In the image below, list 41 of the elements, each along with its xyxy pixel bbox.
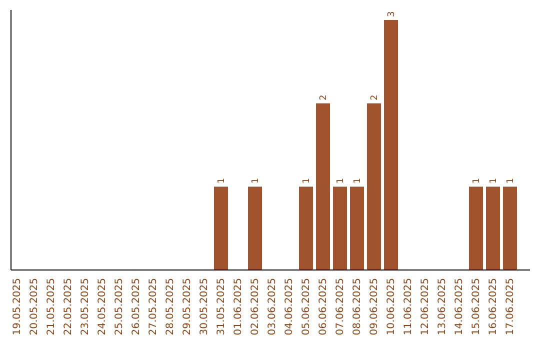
x-tick-label: 04.06.2025 xyxy=(284,278,295,336)
x-tick-label: 10.06.2025 xyxy=(386,278,397,336)
data-label: 1 xyxy=(302,178,312,184)
data-label: 1 xyxy=(472,178,482,184)
x-tick-label: 05.06.2025 xyxy=(301,278,312,336)
x-tick-label: 24.05.2025 xyxy=(97,278,108,336)
data-label: 3 xyxy=(387,11,397,17)
x-tick-label: 03.06.2025 xyxy=(267,278,278,336)
x-tick-label: 19.05.2025 xyxy=(12,278,23,336)
x-tick-label: 26.05.2025 xyxy=(131,278,142,336)
x-tick-label: 02.06.2025 xyxy=(250,278,261,336)
x-tick-label: 16.06.2025 xyxy=(488,278,499,336)
data-label: 1 xyxy=(251,178,261,184)
x-tick-label: 28.05.2025 xyxy=(165,278,176,336)
x-tick-label: 06.06.2025 xyxy=(318,278,329,336)
data-label: 1 xyxy=(217,178,227,184)
data-label: 2 xyxy=(319,94,329,100)
x-tick-label: 29.05.2025 xyxy=(182,278,193,336)
x-tick-label: 07.06.2025 xyxy=(335,278,346,336)
x-tick-label: 15.06.2025 xyxy=(471,278,482,336)
x-tick-label: 20.05.2025 xyxy=(29,278,40,336)
x-tick-label: 09.06.2025 xyxy=(369,278,380,336)
x-tick-label: 31.05.2025 xyxy=(216,278,227,336)
x-tick-label: 30.05.2025 xyxy=(199,278,210,336)
data-label: 2 xyxy=(370,94,380,100)
x-tick-label: 27.05.2025 xyxy=(148,278,159,336)
x-tick-label: 11.06.2025 xyxy=(403,278,414,336)
data-label: 1 xyxy=(489,178,499,184)
data-label: 1 xyxy=(336,178,346,184)
x-tick-label: 23.05.2025 xyxy=(80,278,91,336)
x-tick-label: 25.05.2025 xyxy=(114,278,125,336)
x-tick-label: 13.06.2025 xyxy=(437,278,448,336)
x-tick-label: 08.06.2025 xyxy=(352,278,363,336)
x-tick-label: 22.05.2025 xyxy=(63,278,74,336)
data-label: 1 xyxy=(506,178,516,184)
x-tick-label: 17.06.2025 xyxy=(505,278,516,336)
x-tick-label: 12.06.2025 xyxy=(420,278,431,336)
x-tick-label: 01.06.2025 xyxy=(233,278,244,336)
x-tick-label: 21.05.2025 xyxy=(46,278,57,336)
x-tick-label: 14.06.2025 xyxy=(454,278,465,336)
data-label: 1 xyxy=(353,178,363,184)
